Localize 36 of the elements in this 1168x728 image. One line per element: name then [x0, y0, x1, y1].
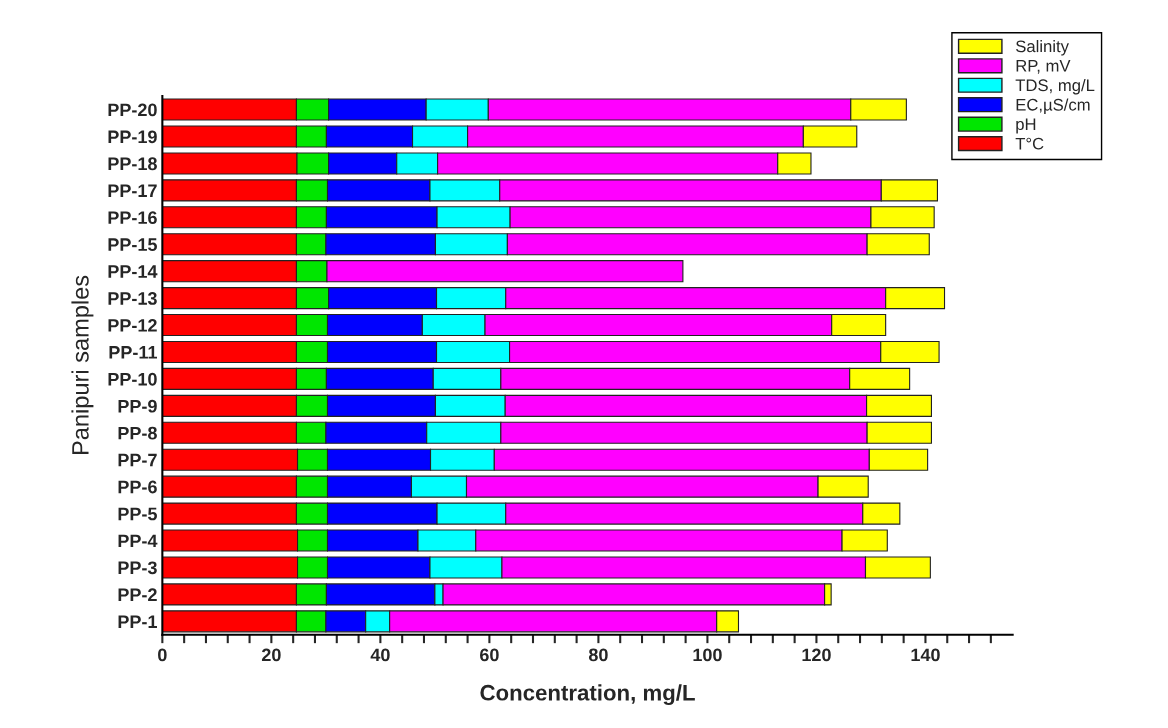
legend-label: TDS, mg/L [1015, 78, 1095, 95]
y-tick-label: PP-6 [118, 480, 157, 494]
y-tick-label: PP-5 [118, 507, 157, 521]
y-tick-label: PP-20 [108, 103, 157, 117]
y-tick-label: PP-12 [108, 318, 157, 332]
legend-label: T°C [1015, 137, 1044, 150]
y-tick-label: PP-1 [118, 615, 157, 628]
x-tick-label: 20 [261, 648, 281, 662]
legend-label: Salinity [1016, 40, 1069, 56]
y-tick-label: PP-11 [109, 346, 157, 359]
y-tick-label: PP-2 [118, 588, 157, 601]
legend-label: pH [1016, 118, 1036, 134]
x-tick-label: 80 [588, 648, 608, 662]
x-axis-title: Concentration, mg/L [480, 684, 695, 706]
y-tick-label: PP-19 [108, 130, 157, 144]
y-tick-label: PP-4 [118, 534, 158, 548]
y-axis-title: Panipuri samples [71, 275, 94, 455]
x-tick-label: 0 [158, 648, 167, 662]
y-tick-label: PP-7 [118, 453, 157, 467]
y-tick-label: PP-15 [108, 238, 157, 251]
legend-label: EC,µS/cm [1016, 98, 1090, 114]
y-tick-label: PP-10 [108, 372, 157, 386]
x-tick-label: 120 [802, 648, 831, 662]
y-tick-label: PP-17 [108, 184, 157, 197]
legend-label: RP, mV [1016, 60, 1071, 74]
x-tick-label: 140 [911, 648, 940, 662]
y-tick-label: PP-16 [108, 211, 157, 225]
y-tick-label: PP-3 [118, 561, 157, 575]
x-tick-label: 60 [480, 648, 499, 662]
y-tick-label: PP-8 [118, 426, 157, 440]
y-tick-label: PP-13 [108, 292, 157, 305]
y-tick-label: PP-14 [108, 265, 158, 278]
x-tick-label: 40 [370, 648, 390, 662]
y-tick-label: PP-9 [118, 399, 157, 413]
x-tick-label: 100 [693, 648, 722, 662]
y-tick-label: PP-18 [108, 157, 157, 171]
